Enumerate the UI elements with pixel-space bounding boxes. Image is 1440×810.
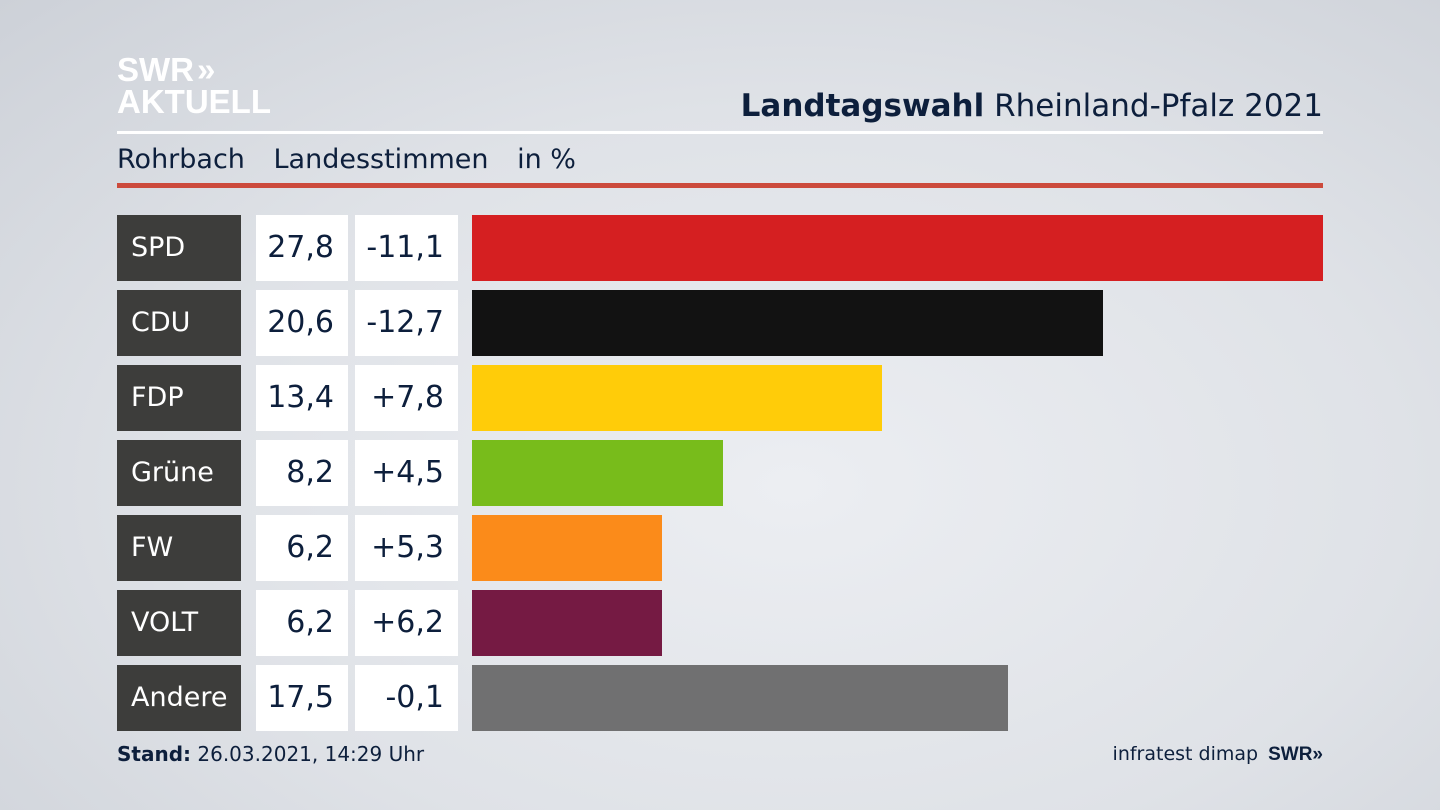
party-label: FDP (117, 365, 241, 431)
vote-change-label: -0,1 (355, 665, 458, 731)
bar-volt (472, 590, 662, 656)
source-label: infratest dimap (1112, 743, 1259, 765)
subheader-vote-type: Landesstimmen (273, 144, 489, 175)
party-label: Grüne (117, 440, 241, 506)
chart-row: Grüne 8,2 +4,5 (117, 440, 1323, 506)
chart-row: CDU 20,6 -12,7 (117, 290, 1323, 356)
vote-share-label: 6,2 (256, 515, 348, 581)
accent-divider (117, 183, 1323, 188)
party-label: SPD (117, 215, 241, 281)
chart-subheader: Rohrbach Landesstimmen in % (117, 143, 596, 177)
party-label: VOLT (117, 590, 241, 656)
party-label: FW (117, 515, 241, 581)
header-divider (117, 131, 1323, 134)
vote-share-label: 17,5 (256, 665, 348, 731)
bar-spd (472, 215, 1323, 281)
bar-fw (472, 515, 662, 581)
chart-row: FDP 13,4 +7,8 (117, 365, 1323, 431)
title-bold: Landtagswahl (740, 88, 985, 124)
party-label: CDU (117, 290, 241, 356)
chart-row: VOLT 6,2 +6,2 (117, 590, 1323, 656)
chart-row: FW 6,2 +5,3 (117, 515, 1323, 581)
subheader-place: Rohrbach (117, 144, 245, 175)
chart-title: Landtagswahl Rheinland-Pfalz 2021 (741, 86, 1323, 126)
bar-grüne (472, 440, 723, 506)
title-rest: Rheinland-Pfalz 2021 (994, 88, 1323, 124)
stand-value: 26.03.2021, 14:29 Uhr (197, 742, 425, 766)
vote-change-label: -12,7 (355, 290, 458, 356)
party-label: Andere (117, 665, 241, 731)
swr-aktuell-logo: SWR» AKTUELL (117, 51, 277, 120)
vote-share-label: 27,8 (256, 215, 348, 281)
vote-change-label: +6,2 (355, 590, 458, 656)
vote-change-label: +4,5 (355, 440, 458, 506)
logo-aktuell: AKTUELL (117, 83, 271, 120)
bar-andere (472, 665, 1008, 731)
swr-brand-logo: SWR» (1268, 744, 1323, 765)
chart-row: SPD 27,8 -11,1 (117, 215, 1323, 281)
footer-source: infratest dimap SWR» (1113, 740, 1323, 769)
vote-change-label: -11,1 (355, 215, 458, 281)
logo-arrows-icon: » (197, 51, 216, 88)
stand-label: Stand: (117, 742, 192, 766)
vote-share-label: 8,2 (256, 440, 348, 506)
bar-cdu (472, 290, 1103, 356)
subheader-unit: in % (517, 144, 576, 175)
vote-change-label: +7,8 (355, 365, 458, 431)
vote-share-label: 13,4 (256, 365, 348, 431)
vote-share-label: 6,2 (256, 590, 348, 656)
vote-share-label: 20,6 (256, 290, 348, 356)
bar-fdp (472, 365, 882, 431)
logo-swr: SWR (117, 51, 194, 88)
vote-change-label: +5,3 (355, 515, 458, 581)
footer-stand: Stand: 26.03.2021, 14:29 Uhr (117, 740, 424, 768)
chart-row: Andere 17,5 -0,1 (117, 665, 1323, 731)
